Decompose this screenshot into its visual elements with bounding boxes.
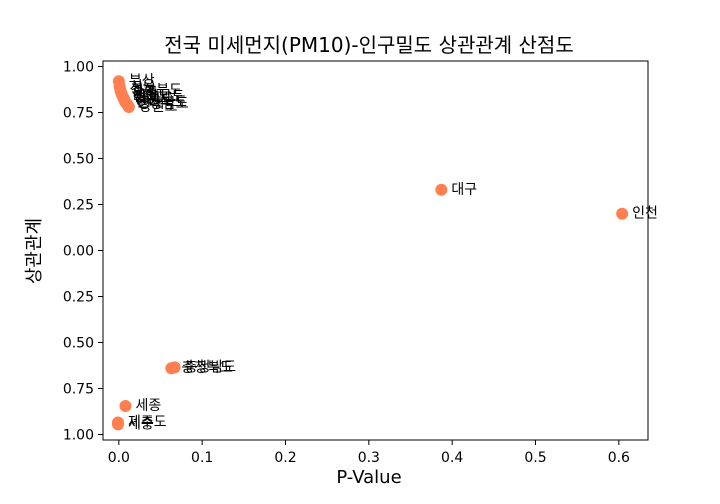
y-tick-label: 0.50: [63, 152, 94, 168]
data-point: [122, 100, 135, 113]
point-label: 전라남도: [133, 89, 185, 105]
y-axis-label: 상관관계: [24, 218, 45, 284]
data-point: [168, 361, 181, 374]
x-axis: 0.0 0.1 0.2 0.3 0.4 0.5 0.6: [108, 440, 630, 466]
point-label: 강원도: [135, 93, 174, 109]
y-tick-label: 1.00: [63, 60, 94, 76]
point-label: 경상북도: [131, 82, 183, 98]
y-tick-label: 0.25: [63, 289, 94, 305]
x-tick-label: 0.4: [441, 450, 463, 466]
point-label: 경상남도: [137, 96, 189, 112]
chart-title: 전국 미세먼지(PM10)-인구밀도 상관관계 산점도: [164, 33, 573, 57]
point-label: 광주: [131, 85, 157, 101]
plot-frame: [102, 60, 649, 441]
y-tick-label: 0.00: [63, 244, 94, 260]
point-label: 인천: [632, 206, 658, 222]
y-axis: 1.00 0.75 0.50 0.25 0.00 0.25 0.50 0.75 1.00: [63, 60, 103, 443]
point-label: 세종: [128, 416, 154, 432]
data-point: [435, 183, 448, 196]
y-tick-label: 1.00: [63, 427, 94, 443]
point-label: 충청북도: [181, 360, 233, 376]
data-point: [616, 207, 629, 220]
point-label: 강원도: [139, 99, 178, 115]
point-label: 제주도: [128, 415, 167, 431]
y-tick-label: 0.25: [63, 198, 94, 214]
point-label: 세종: [136, 398, 162, 414]
point-label: 울산: [132, 87, 158, 103]
point-label: 대구: [451, 182, 477, 198]
point-label: 경기도: [134, 91, 173, 107]
data-point: [112, 418, 124, 431]
x-tick-label: 0.6: [608, 450, 630, 466]
y-tick-label: 0.75: [63, 106, 94, 122]
point-label: 전라북도: [136, 94, 188, 110]
data-point: [119, 399, 132, 412]
data-points: 부산서울경상북도광주울산전라남도경기도강원도전라북도경상남도강원도대구인천충청북…: [112, 73, 658, 432]
x-tick-label: 0.3: [358, 450, 380, 466]
point-label: 충청남도: [185, 359, 237, 375]
x-tick-label: 0.0: [108, 450, 130, 466]
point-label: 서울: [130, 79, 156, 95]
x-axis-label: P-Value: [336, 467, 401, 488]
point-label: 부산: [129, 73, 155, 89]
x-tick-label: 0.1: [191, 450, 213, 466]
y-tick-label: 0.75: [63, 381, 94, 397]
x-tick-label: 0.2: [274, 450, 296, 466]
x-tick-label: 0.5: [524, 450, 546, 466]
y-tick-label: 0.50: [63, 335, 94, 351]
